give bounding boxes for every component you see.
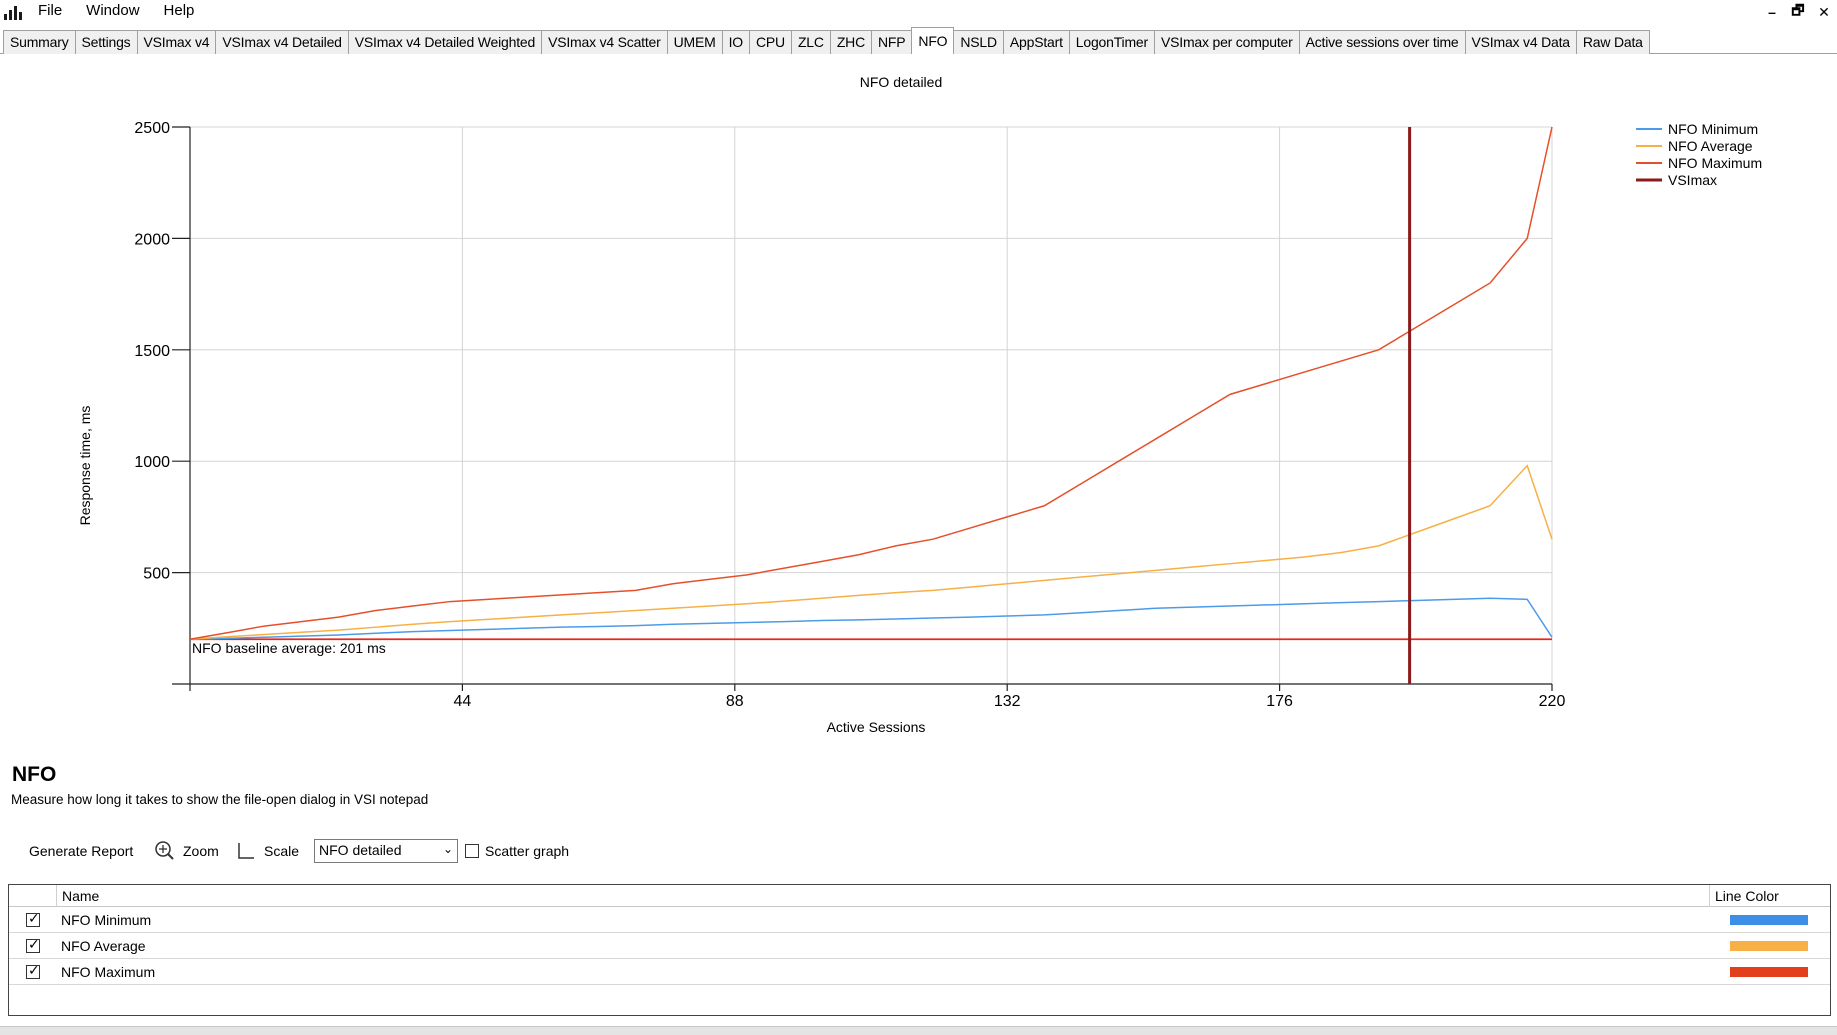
- series-visible-checkbox[interactable]: [26, 910, 40, 927]
- x-tick-label: 44: [454, 693, 472, 710]
- y-tick-label: 2000: [134, 231, 170, 248]
- app-bar-chart-icon: [4, 1, 26, 23]
- tab-zhc[interactable]: ZHC: [829, 30, 872, 54]
- zoom-label: Zoom: [183, 843, 219, 859]
- menu-help[interactable]: Help: [163, 2, 195, 19]
- tab-nsld[interactable]: NSLD: [953, 30, 1004, 54]
- window-controls: – 🗗 ✕: [1765, 0, 1831, 24]
- nfo-chart: NFO detailed 500 1000 1500 2000 2500 44 88 132 17…: [77, 74, 1762, 735]
- generate-report-label: Generate Report: [29, 843, 134, 859]
- tab-cpu[interactable]: CPU: [748, 30, 792, 54]
- close-icon[interactable]: ✕: [1818, 3, 1830, 20]
- series-name: NFO Maximum: [61, 964, 156, 980]
- scale-label: Scale: [264, 843, 300, 859]
- scatter-graph-checkbox[interactable]: [465, 844, 479, 858]
- chart-panel: NFO detailed 500 1000 1500 2000 2500 44 88 132 17…: [0, 60, 1837, 760]
- tab-active-sessions-over-time[interactable]: Active sessions over time: [1298, 30, 1466, 54]
- menu-bar: File Window Help – 🗗 ✕: [0, 0, 1837, 24]
- series-color-swatch[interactable]: [1730, 941, 1808, 951]
- tab-vsimax-per-computer[interactable]: VSImax per computer: [1153, 30, 1300, 54]
- chart-view-value: NFO detailed: [319, 842, 402, 858]
- chart-title: NFO detailed: [860, 74, 942, 90]
- status-strip: [0, 1026, 1837, 1035]
- x-tick-label: 176: [1266, 693, 1293, 710]
- menu-file[interactable]: File: [38, 2, 63, 19]
- y-tick-label: 1500: [134, 343, 170, 360]
- chevron-down-icon: ⌄: [442, 842, 453, 856]
- table-row[interactable]: NFO Minimum: [9, 907, 1830, 933]
- scatter-graph-option[interactable]: Scatter graph: [465, 836, 569, 866]
- tab-vsimax-v4[interactable]: VSImax v4: [136, 30, 217, 54]
- series-line-nfo-average: [189, 464, 1553, 640]
- legend-entry: VSImax: [1668, 172, 1717, 188]
- series-line-nfo-maximum: [189, 126, 1553, 640]
- table-row[interactable]: NFO Maximum: [9, 959, 1830, 985]
- tab-strip: Summary Settings VSImax v4 VSImax v4 Detail…: [0, 27, 1837, 54]
- y-tick-label: 500: [143, 566, 170, 583]
- x-tick-label: 220: [1539, 693, 1566, 710]
- tab-nfp[interactable]: NFP: [871, 30, 913, 54]
- section-description: Measure how long it takes to show the fi…: [11, 792, 429, 807]
- baseline-label: NFO baseline average: 201 ms: [192, 640, 386, 656]
- series-color-swatch[interactable]: [1730, 967, 1808, 977]
- tab-vsimax-v4-scatter[interactable]: VSImax v4 Scatter: [541, 30, 668, 54]
- tab-vsimax-v4-detailed[interactable]: VSImax v4 Detailed: [215, 30, 349, 54]
- y-tick-label: 1000: [134, 454, 170, 471]
- legend-entry: NFO Minimum: [1668, 121, 1758, 137]
- series-table: Name Line Color NFO Minimum NFO Average …: [8, 884, 1831, 1016]
- x-tick-label: 88: [726, 693, 744, 710]
- scale-icon: [238, 843, 254, 859]
- x-tick-label: 132: [994, 693, 1021, 710]
- tab-vsimax-v4-detailed-weighted[interactable]: VSImax v4 Detailed Weighted: [347, 30, 543, 54]
- tab-settings[interactable]: Settings: [74, 30, 138, 54]
- tab-vsimax-v4-data[interactable]: VSImax v4 Data: [1464, 30, 1577, 54]
- series-visible-checkbox[interactable]: [26, 962, 40, 979]
- chart-view-dropdown[interactable]: NFO detailed ⌄: [314, 839, 458, 863]
- zoom-icon: [155, 841, 174, 860]
- minimize-icon[interactable]: –: [1768, 4, 1776, 20]
- x-axis-label: Active Sessions: [827, 719, 926, 735]
- table-row[interactable]: NFO Average: [9, 933, 1830, 959]
- tab-summary[interactable]: Summary: [3, 30, 76, 54]
- column-header-line-color[interactable]: Line Color: [1715, 888, 1779, 904]
- column-divider: [56, 885, 57, 907]
- series-color-swatch[interactable]: [1730, 915, 1808, 925]
- scatter-graph-label: Scatter graph: [485, 843, 570, 859]
- tab-raw-data[interactable]: Raw Data: [1575, 30, 1650, 54]
- series-name: NFO Minimum: [61, 912, 152, 928]
- tab-io[interactable]: IO: [721, 30, 750, 54]
- scale-button[interactable]: Scale: [236, 836, 299, 866]
- restore-icon[interactable]: 🗗: [1791, 2, 1805, 18]
- tab-umem[interactable]: UMEM: [666, 30, 723, 54]
- tab-logontimer[interactable]: LogonTimer: [1068, 30, 1155, 54]
- menu-window[interactable]: Window: [86, 2, 140, 19]
- series-name: NFO Average: [61, 938, 146, 954]
- legend-entry: NFO Average: [1668, 138, 1753, 154]
- chart-toolbar: Generate Report Zoom Scale NFO detailed …: [0, 836, 900, 866]
- tab-appstart[interactable]: AppStart: [1002, 30, 1070, 54]
- table-header: Name Line Color: [9, 885, 1830, 907]
- zoom-button[interactable]: Zoom: [153, 836, 219, 866]
- series-line-nfo-minimum: [189, 597, 1553, 640]
- column-divider: [1709, 885, 1710, 907]
- column-header-name[interactable]: Name: [62, 888, 100, 904]
- section-title: NFO: [12, 763, 57, 786]
- y-tick-label: 2500: [134, 120, 170, 137]
- tab-zlc[interactable]: ZLC: [790, 30, 831, 54]
- series-visible-checkbox[interactable]: [26, 936, 40, 953]
- generate-report-button[interactable]: Generate Report: [29, 836, 133, 866]
- y-axis-label: Response time, ms: [77, 406, 93, 526]
- legend-entry: NFO Maximum: [1668, 155, 1762, 171]
- tab-nfo[interactable]: NFO: [911, 27, 955, 54]
